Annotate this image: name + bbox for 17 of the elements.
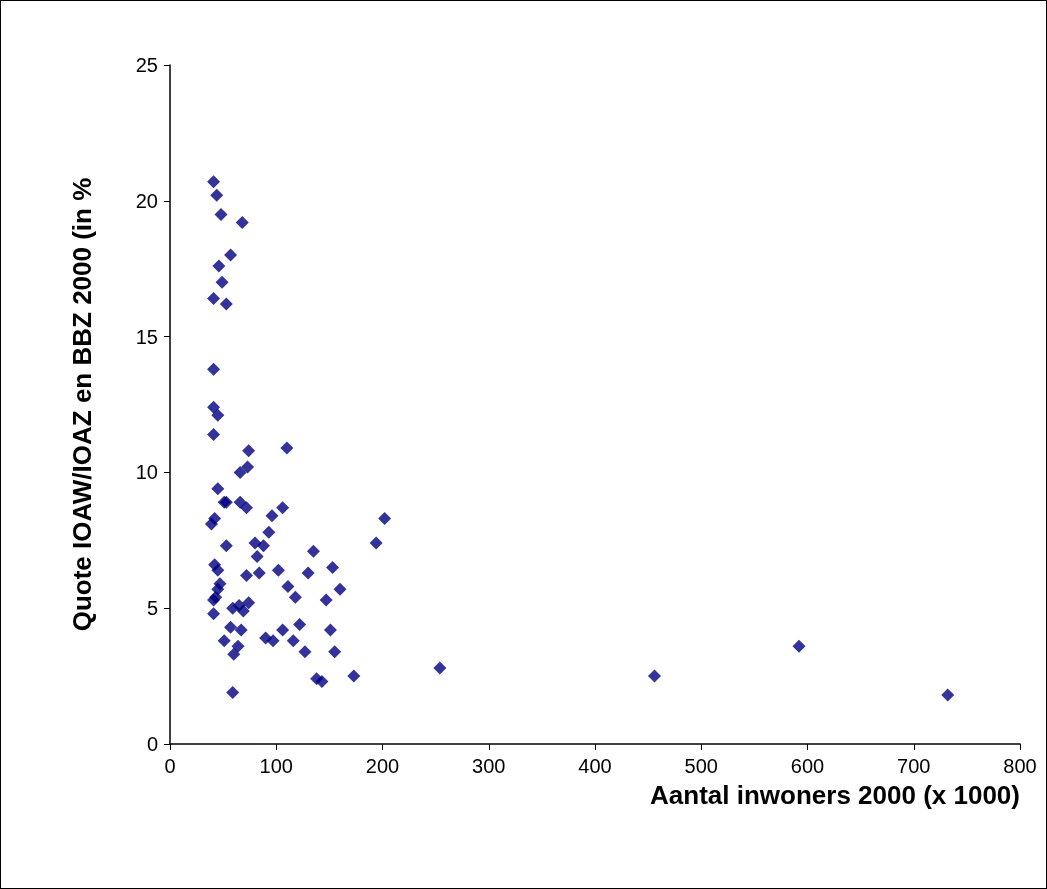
y-tick-label: 5: [146, 597, 158, 620]
x-tick-label: 100: [259, 755, 293, 777]
x-tick-label: 500: [684, 755, 718, 777]
y-tick-label: 15: [135, 325, 158, 348]
x-axis-title: Aantal inwoners 2000 (x 1000): [650, 780, 1020, 810]
y-tick-label: 25: [135, 54, 158, 76]
x-tick-label: 700: [897, 755, 931, 777]
y-tick-label: 10: [135, 461, 158, 484]
x-tick-label: 200: [365, 755, 400, 777]
x-tick-label: 800: [1003, 755, 1037, 777]
y-tick-label: 0: [146, 733, 158, 755]
y-axis-title: Quote IOAW/IOAZ en BBZ 2000 (in %: [67, 177, 97, 632]
x-tick-label: 0: [164, 755, 176, 777]
y-tick-label: 20: [135, 189, 158, 212]
x-tick-label: 400: [578, 755, 612, 777]
x-tick-label: 300: [472, 755, 506, 777]
x-tick-label: 600: [790, 755, 825, 777]
